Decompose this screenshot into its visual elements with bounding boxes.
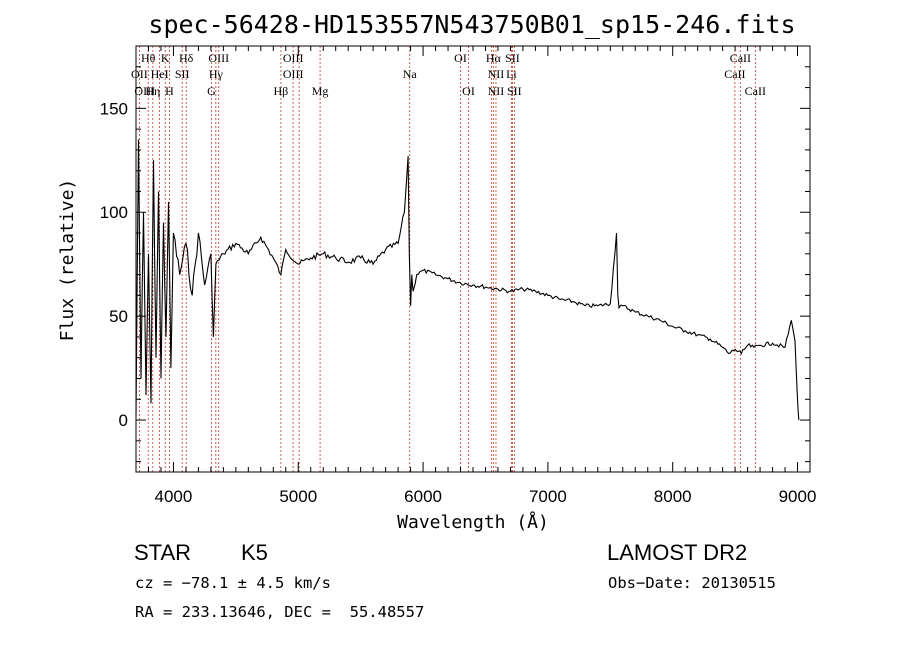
line-label: Hη <box>145 84 160 98</box>
y-tick-label: 50 <box>109 307 128 326</box>
line-label: Hδ <box>179 51 194 65</box>
line-label: Mg <box>312 84 329 98</box>
y-tick-label: 0 <box>119 411 128 430</box>
line-label: CaII <box>724 67 745 81</box>
line-label: OIII <box>283 67 304 81</box>
survey-name: LAMOST DR2 <box>607 540 748 565</box>
line-label: OIII <box>208 51 229 65</box>
line-label: HeI <box>151 67 169 81</box>
x-tick-label: 6000 <box>404 487 442 506</box>
line-label: OIII <box>283 51 304 65</box>
line-label: Hγ <box>209 67 224 81</box>
line-label: OI <box>454 51 467 65</box>
line-label: Na <box>403 67 418 81</box>
y-tick-label: 150 <box>100 99 128 118</box>
y-tick-label: 100 <box>100 203 128 222</box>
sky-coordinates: RA = 233.13646, DEC = 55.48557 <box>135 603 425 621</box>
y-axis-label: Flux (relative) <box>57 179 78 342</box>
line-label: NII <box>488 84 505 98</box>
line-label: CaII <box>730 51 751 65</box>
x-tick-label: 5000 <box>279 487 317 506</box>
line-label: H <box>165 84 174 98</box>
x-tick-label: 7000 <box>529 487 567 506</box>
line-label: Hβ <box>274 84 289 98</box>
line-label: Hθ <box>141 51 156 65</box>
x-tick-label: 9000 <box>779 487 817 506</box>
spectral-subclass: K5 <box>241 540 268 565</box>
object-class: STAR <box>134 540 192 565</box>
redshift-velocity: cz = −78.1 ± 4.5 km/s <box>135 574 331 592</box>
x-tick-label: 4000 <box>155 487 193 506</box>
line-label: SII <box>175 67 190 81</box>
emission-line-markers <box>138 46 756 472</box>
observation-date: Obs−Date: 20130515 <box>608 574 776 592</box>
line-label: SII <box>505 51 520 65</box>
line-label: G <box>207 84 216 98</box>
plot-frame <box>135 45 811 473</box>
line-label: OI <box>462 84 475 98</box>
spectrum-series-line <box>135 139 800 421</box>
line-label: OII <box>131 67 148 81</box>
line-label: Li <box>506 67 517 81</box>
x-tick-label: 8000 <box>654 487 692 506</box>
line-label: NII <box>488 67 505 81</box>
chart-title: spec-56428-HD153557N543750B01_sp15-246.f… <box>148 10 795 39</box>
x-axis-label: Wavelength (Å) <box>397 511 549 533</box>
line-label: K <box>161 51 170 65</box>
y-axis-ticks: 0 50 100 150 <box>100 66 810 463</box>
line-label: CaII <box>745 84 766 98</box>
line-label: Hα <box>486 51 502 65</box>
line-label: SII <box>507 84 522 98</box>
x-axis-ticks: 4000 5000 6000 7000 8000 9000 <box>135 46 817 506</box>
